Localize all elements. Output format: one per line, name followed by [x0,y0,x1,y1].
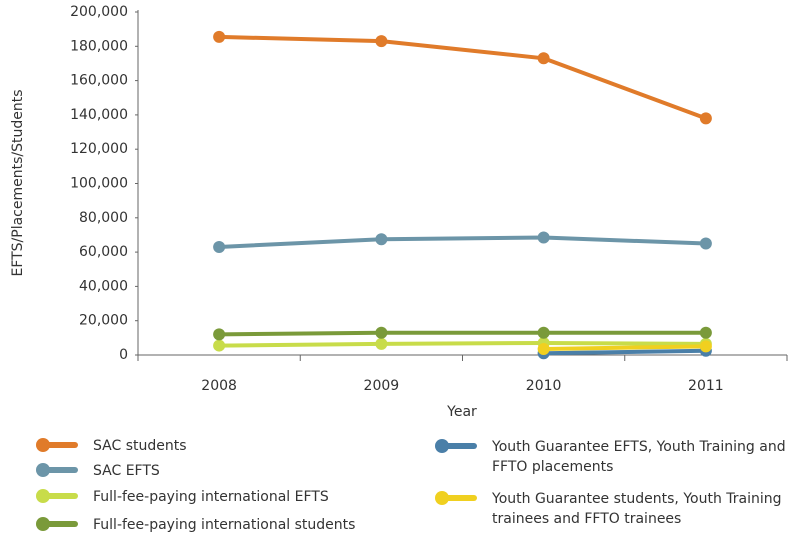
point [375,337,388,350]
series-line [219,34,707,121]
point [699,326,712,339]
series-line [219,340,706,348]
x-tick-label: 2010 [526,378,562,394]
legend-label: Full-fee-paying international students [93,517,356,533]
legend-label: SAC EFTS [93,463,160,479]
x-axis-title: Year [446,404,477,420]
y-tick-label: 200,000 [70,4,128,20]
legend-item: Youth Guarantee EFTS, Youth Training and… [435,437,789,479]
legend-item: Full-fee-paying international EFTS [36,487,423,529]
y-tick-label: 40,000 [79,278,128,294]
point [699,112,712,125]
y-tick-label: 0 [119,347,128,363]
y-tick-label: 160,000 [70,73,128,89]
y-tick-label: 60,000 [79,244,128,260]
legend-swatch [435,491,477,505]
legend-item: Full-fee-paying international students [36,515,423,557]
series-line [543,344,706,351]
point [537,52,550,65]
y-axis-title: EFTS/Placements/Students [10,89,26,276]
point [699,340,712,353]
series-line [543,348,706,356]
legend-item: SAC EFTS [36,461,393,503]
legend-label: Youth Guarantee students, Youth Training… [492,491,782,527]
point [537,342,550,355]
point [699,237,712,250]
point [537,231,550,244]
legend-swatch [435,439,477,453]
point [213,240,226,253]
x-tick-label: 2008 [201,378,237,394]
point [537,326,550,339]
point [213,328,226,341]
y-tick-label: 20,000 [79,313,128,329]
chart: EFTS/Placements/Students Year 0 20,000 40,… [10,4,789,533]
legend-swatch [36,463,78,477]
legend-item: SAC students [36,436,393,478]
legend-item: Youth Guarantee students, Youth Training… [435,489,789,531]
y-tick-label: 180,000 [70,38,128,54]
y-tick-label: 100,000 [70,176,128,192]
series-line [219,235,706,249]
point [213,339,226,352]
legend-label: SAC students [93,438,187,454]
point [375,233,388,246]
legend-swatch [36,438,78,452]
x-tick-label: 2011 [688,378,724,394]
legend-swatch [36,517,78,531]
y-tick-label: 120,000 [70,141,128,157]
y-tick-label: 140,000 [70,107,128,123]
x-tick-label: 2009 [364,378,400,394]
y-tick-label: 80,000 [79,210,128,226]
plot: EFTS/Placements/Students Year 0 20,000 40,… [10,4,788,420]
point [375,326,388,339]
point [375,35,388,48]
legend-label: Full-fee-paying international EFTS [93,489,329,505]
legend-swatch [36,489,78,503]
point [213,30,226,43]
series-line [219,330,706,337]
legend-label: Youth Guarantee EFTS, Youth Training and… [492,439,786,475]
